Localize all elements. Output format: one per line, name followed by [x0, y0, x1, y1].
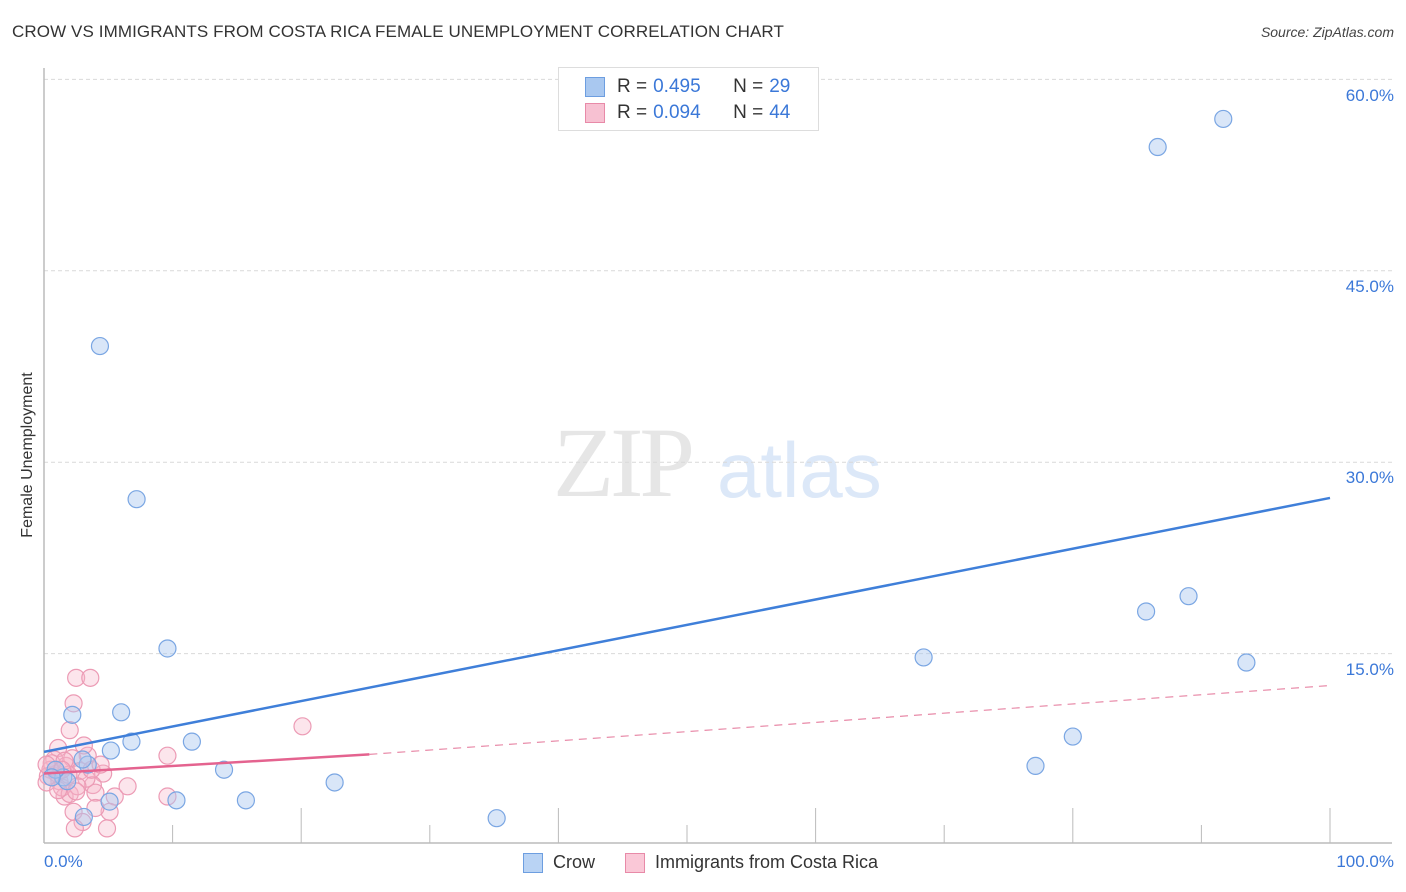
source-credit: Source: ZipAtlas.com	[1260, 24, 1394, 40]
costa-rica-trend-line	[43, 753, 370, 775]
costa-rica-trend-extension	[369, 684, 1331, 756]
crow-point	[78, 755, 97, 774]
legend-row-costa-rica: R = 0.094 N = 44	[585, 101, 790, 125]
crow-points	[42, 109, 1256, 828]
y-tick-60: 60.0%	[1345, 86, 1394, 105]
costa-rica-point	[60, 721, 79, 740]
costa-rica-point	[67, 782, 86, 801]
costa-rica-point	[81, 668, 100, 687]
y-tick-45: 45.0%	[1345, 277, 1394, 296]
legend-item-costa-rica[interactable]: Immigrants from Costa Rica	[625, 852, 878, 873]
x-tick-0: 0.0%	[44, 852, 83, 871]
costa-rica-point	[97, 819, 117, 838]
crow-point	[214, 760, 234, 779]
costa-rica-swatch-icon	[625, 852, 646, 873]
crow-point	[1179, 587, 1198, 606]
costa-rica-point	[293, 717, 312, 736]
crow-point	[1137, 602, 1156, 621]
watermark-atlas: atlas	[717, 426, 882, 514]
crow-point	[914, 648, 933, 667]
legend-label-costa-rica: Immigrants from Costa Rica	[655, 852, 879, 872]
crow-point	[167, 791, 186, 810]
r-label: R =	[617, 76, 648, 97]
n-value: 44	[769, 102, 791, 123]
legend-item-crow[interactable]: Crow	[523, 852, 595, 873]
crow-point	[127, 490, 146, 509]
y-tick-30: 30.0%	[1345, 468, 1394, 487]
crow-swatch-icon	[585, 77, 605, 97]
crow-swatch-icon	[523, 852, 543, 873]
crow-point	[73, 750, 92, 769]
series-legend: Crow Immigrants from Costa Rica	[523, 852, 908, 873]
crow-point	[236, 791, 256, 810]
y-axis-label: Female Unemployment	[19, 372, 36, 538]
crow-point	[158, 639, 177, 658]
crow-point	[182, 732, 201, 751]
n-label: N =	[733, 102, 764, 123]
n-label: N =	[733, 76, 764, 97]
chart-title: CROW VS IMMIGRANTS FROM COSTA RICA FEMAL…	[12, 22, 784, 41]
costa-rica-point	[67, 668, 86, 687]
crow-point	[325, 773, 344, 792]
r-label: R =	[617, 102, 648, 123]
correlation-legend: R = 0.495 N = 29 R = 0.094 N = 44	[558, 67, 819, 131]
y-tick-15: 15.0%	[1345, 660, 1394, 679]
crow-point	[63, 705, 82, 724]
r-value: 0.094	[653, 102, 701, 123]
crow-point	[1214, 109, 1233, 129]
crow-point	[487, 809, 506, 828]
costa-rica-point	[158, 746, 177, 765]
crow-point	[74, 807, 93, 827]
costa-rica-point	[64, 694, 83, 713]
costa-rica-point	[86, 783, 105, 802]
costa-rica-point	[158, 787, 177, 806]
crow-point	[112, 703, 131, 722]
x-tick-100: 100.0%	[1336, 852, 1394, 871]
gridlines	[44, 78, 1392, 655]
legend-row-crow: R = 0.495 N = 29	[585, 75, 790, 99]
crow-trend-line	[43, 496, 1331, 754]
costa-rica-swatch-icon	[585, 103, 605, 123]
crow-point	[90, 336, 110, 356]
crow-point	[1063, 727, 1082, 746]
r-value: 0.495	[653, 76, 701, 97]
crow-point	[1237, 653, 1256, 672]
costa-rica-point	[118, 777, 137, 796]
crow-point	[1148, 137, 1167, 157]
crow-point	[100, 792, 119, 811]
axes	[43, 68, 1392, 844]
crow-point	[1026, 756, 1045, 775]
legend-label-crow: Crow	[553, 852, 596, 872]
crow-point	[101, 741, 120, 760]
crow-point	[42, 768, 61, 787]
n-value: 29	[769, 76, 791, 97]
crow-point	[122, 732, 141, 751]
trend-lines	[43, 496, 1331, 775]
